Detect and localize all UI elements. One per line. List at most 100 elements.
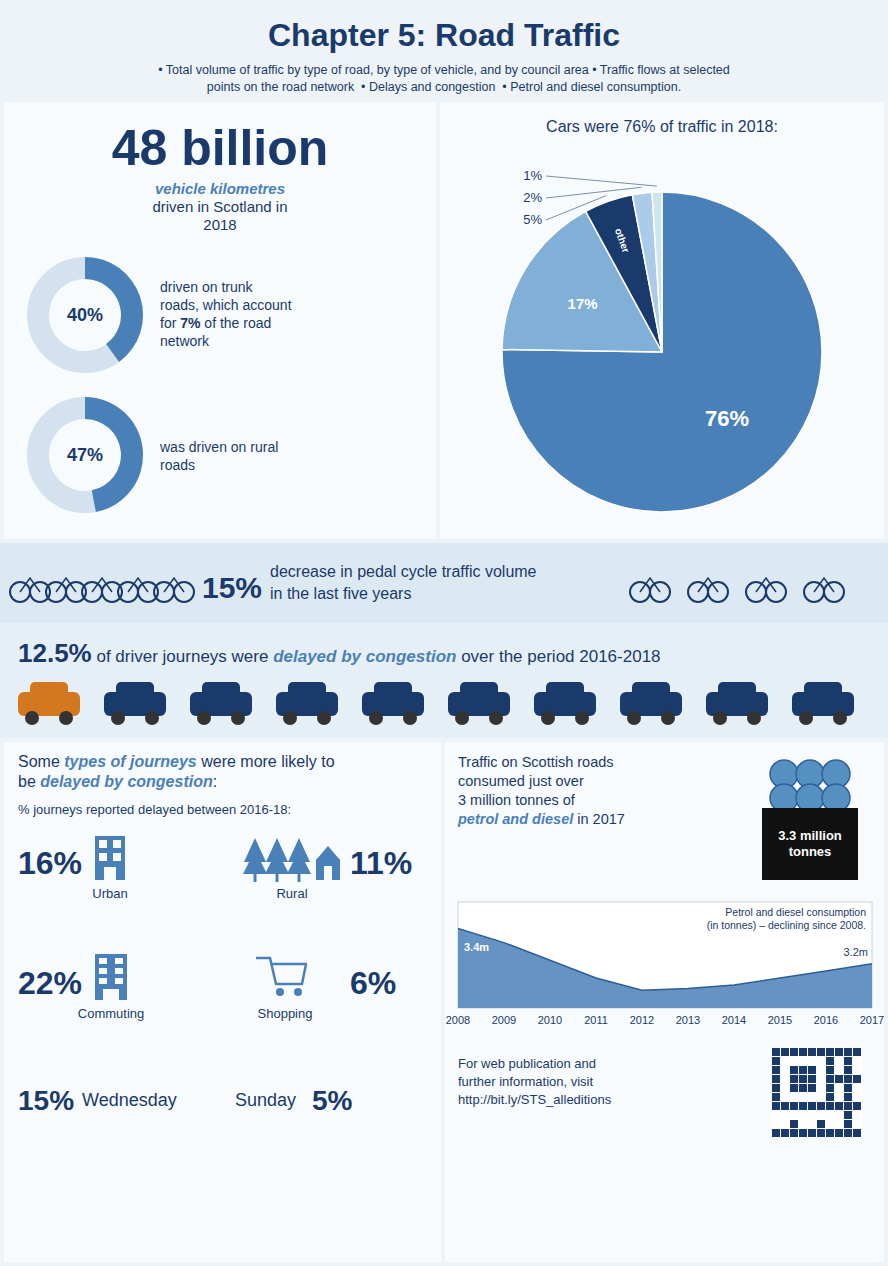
qr-cell <box>826 1129 834 1137</box>
car-icon <box>534 682 596 725</box>
area-fill <box>458 929 872 1009</box>
data-label: 17% <box>568 295 598 312</box>
text-run: be <box>18 773 40 790</box>
data-label: 47% <box>67 445 103 465</box>
qr-cell <box>799 1102 807 1110</box>
big-stat: 48 billion <box>112 120 329 176</box>
web-text: http://bit.ly/STS_alleditions <box>458 1092 612 1107</box>
qr-cell <box>826 1075 834 1083</box>
stat: 5% <box>312 1085 353 1116</box>
label: vehicle kilometres <box>155 180 285 197</box>
text-run: consumed just over <box>458 773 584 789</box>
text-run: Some <box>18 753 64 770</box>
urban-icon <box>95 836 125 880</box>
bicycle-icon <box>10 578 50 602</box>
stat: 16% <box>18 845 82 881</box>
car-roof <box>804 682 842 700</box>
annotation: driven on trunk <box>160 279 254 295</box>
car-roof <box>632 682 670 700</box>
wheel <box>111 711 125 725</box>
tree <box>287 850 311 874</box>
annotation: other <box>613 227 632 254</box>
frame <box>640 578 660 592</box>
stat-line: 12.5% of driver journeys were delayed by… <box>18 638 661 668</box>
text-line: be delayed by congestion: <box>18 773 217 790</box>
tree <box>243 850 267 874</box>
qr-cell <box>844 1120 852 1128</box>
annotation: network <box>160 333 210 349</box>
qr-cell <box>817 1048 825 1056</box>
qr-cell <box>790 1120 798 1128</box>
qr-cell <box>853 1102 861 1110</box>
pie-slice <box>632 192 662 352</box>
qr-cell <box>853 1075 861 1083</box>
tick-label: 2011 <box>584 1014 608 1026</box>
qr-cell <box>826 1102 834 1110</box>
qr-cell <box>817 1120 825 1128</box>
frame <box>20 578 40 592</box>
frame <box>92 578 112 592</box>
car-roof <box>116 682 154 700</box>
stat: 22% <box>18 965 82 1001</box>
wheel <box>145 711 159 725</box>
qr-cell <box>844 1084 852 1092</box>
text-run: were more likely to <box>197 753 335 770</box>
qr-cell <box>808 1066 816 1074</box>
qr-cell <box>772 1129 780 1137</box>
car-roof <box>718 682 756 700</box>
barrel-top <box>822 784 850 812</box>
label: in the last five years <box>270 585 411 602</box>
strip <box>0 623 888 738</box>
window <box>99 978 107 984</box>
window <box>99 958 107 964</box>
label: driven in Scotland in <box>152 198 287 215</box>
qr-cell <box>844 1066 852 1074</box>
qr-cell <box>772 1066 780 1074</box>
car-icon <box>448 682 510 725</box>
qr-cell <box>790 1129 798 1137</box>
label: Shopping <box>258 1006 313 1021</box>
qr-cell <box>790 1066 798 1074</box>
house <box>316 859 340 880</box>
text-line: Some types of journeys were more likely … <box>18 753 335 770</box>
qr-cell <box>781 1102 789 1110</box>
subtitle: points on the road network • Delays and … <box>207 80 681 94</box>
car-icon <box>620 682 682 725</box>
donut <box>38 257 143 362</box>
infographic: Chapter 5: Road Traffic• Total volume of… <box>0 0 888 1266</box>
qr-cell <box>844 1093 852 1101</box>
plot-area <box>458 929 872 1009</box>
frame <box>56 578 76 592</box>
annotation: roads <box>160 457 195 473</box>
qr-cell <box>790 1075 798 1083</box>
bicycle-icon <box>154 578 194 602</box>
building <box>95 954 127 1000</box>
bicycle-icon <box>46 578 86 602</box>
web-text: For web publication and <box>458 1056 596 1071</box>
wheel <box>627 711 641 725</box>
area-line <box>458 929 872 991</box>
roof <box>316 846 340 860</box>
chart-title: Cars were 76% of traffic in 2018: <box>546 118 778 135</box>
qr-cell <box>808 1102 816 1110</box>
qr-cell <box>835 1075 843 1083</box>
wheel <box>231 711 245 725</box>
wheel <box>455 711 469 725</box>
qr-cell <box>781 1129 789 1137</box>
annotation: for 7% of the road <box>160 315 271 331</box>
annotation: roads, which account <box>160 297 292 313</box>
car-roof <box>546 682 584 700</box>
tick-label: 2014 <box>722 1014 746 1026</box>
tick-label: 2017 <box>860 1014 884 1026</box>
office-icon <box>95 954 127 1000</box>
window <box>99 968 107 974</box>
car-roof <box>288 682 326 700</box>
bicycle-icon <box>804 578 844 602</box>
data-label: 2% <box>523 190 542 205</box>
label: Wednesday <box>82 1090 177 1110</box>
wheel <box>661 711 675 725</box>
qr-cell <box>844 1111 852 1119</box>
label: 2018 <box>203 216 236 233</box>
window <box>113 853 121 861</box>
qr-cell <box>826 1093 834 1101</box>
